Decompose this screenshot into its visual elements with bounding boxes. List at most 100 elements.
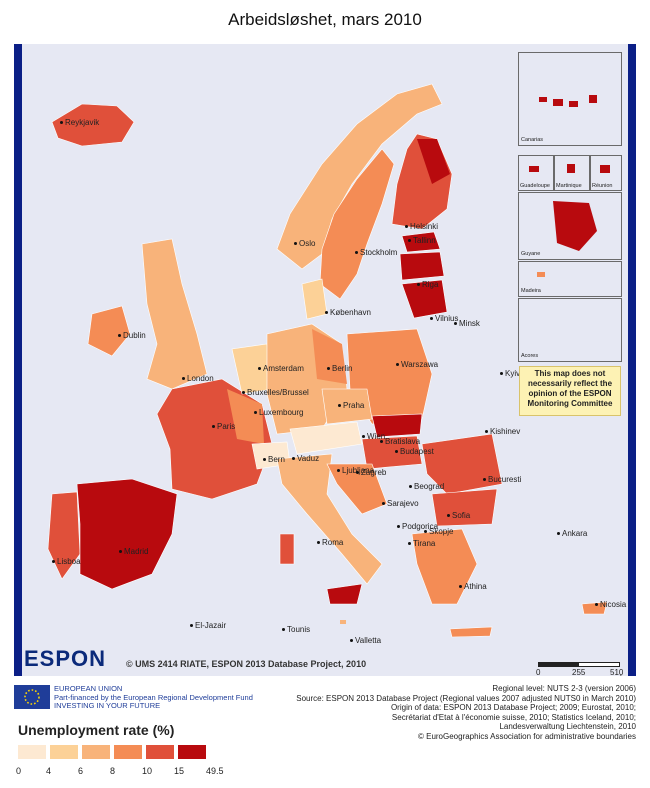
martinique-island bbox=[567, 164, 575, 173]
inset-label-guyane: Guyane bbox=[521, 251, 541, 257]
espon-logo-text: ESPON bbox=[24, 646, 107, 671]
sicily bbox=[326, 583, 363, 605]
map-area[interactable]: Reykjavik Oslo Stockholm Helsinki Tallinn Rig… bbox=[22, 44, 628, 676]
city-label: Budapest bbox=[395, 447, 434, 456]
city-label: Tirana bbox=[408, 539, 435, 548]
legend-break-label: 6 bbox=[78, 766, 84, 776]
legend-break-label: 10 bbox=[142, 766, 153, 776]
scale-label-510: 510 bbox=[610, 668, 624, 676]
ireland bbox=[87, 305, 131, 357]
inset-label-guadeloupe: Guadeloupe bbox=[520, 183, 550, 189]
legend-break-label: 8 bbox=[110, 766, 116, 776]
scale-unit: km bbox=[620, 674, 628, 676]
city-label: Bucuresti bbox=[483, 475, 521, 484]
city-label: Sarajevo bbox=[382, 499, 419, 508]
city-label: Luxembourg bbox=[254, 408, 303, 417]
legend-swatch bbox=[178, 745, 206, 759]
copyright-text: © UMS 2414 RIATE, ESPON 2013 Database Pr… bbox=[126, 659, 367, 669]
inset-label-martinique: Martinique bbox=[556, 183, 582, 189]
city-label: Helsinki bbox=[405, 222, 438, 231]
map-frame: Reykjavik Oslo Stockholm Helsinki Tallinn Rig… bbox=[14, 44, 636, 676]
inset-guyane: Guyane bbox=[518, 192, 622, 260]
city-label: Vaduz bbox=[292, 454, 319, 463]
city-label: Podgorica bbox=[397, 522, 438, 531]
city-label: Berlin bbox=[327, 364, 352, 373]
source-line-4: Secrétariat d'Etat à l'économie suisse, … bbox=[391, 712, 636, 722]
city-label: Kishinev bbox=[485, 427, 520, 436]
malta bbox=[340, 620, 346, 624]
city-label: Zagreb bbox=[356, 468, 386, 477]
city-label: Lisboa bbox=[52, 557, 81, 566]
france-east bbox=[227, 389, 264, 444]
romania bbox=[421, 433, 503, 495]
guadeloupe-island bbox=[529, 166, 539, 172]
italy bbox=[276, 453, 383, 585]
city-label: Ankara bbox=[557, 529, 587, 538]
legend-swatch bbox=[146, 745, 174, 759]
legend-title: Unemployment rate (%) bbox=[18, 722, 175, 738]
city-label: Beograd bbox=[409, 482, 444, 491]
sweden bbox=[319, 148, 395, 300]
source-line-6: © EuroGeographics Association for admini… bbox=[417, 731, 636, 741]
city-label: Bratislava bbox=[380, 437, 420, 446]
inset-reunion: Réunion bbox=[590, 155, 622, 191]
city-label: London bbox=[182, 374, 214, 383]
legend-swatch bbox=[50, 745, 78, 759]
eu-line-3: INVESTING IN YOUR FUTURE bbox=[54, 701, 161, 710]
inset-label-canarias: Canarias bbox=[521, 137, 544, 143]
austria bbox=[289, 421, 363, 455]
eu-text: EUROPEAN UNION Part-financed by the Euro… bbox=[54, 684, 253, 711]
scale-label-255: 255 bbox=[572, 668, 586, 676]
scale-bar: 0 255 510 km bbox=[532, 654, 628, 676]
city-label: Skopje bbox=[424, 527, 453, 536]
legend-break-label: 49.5 bbox=[206, 766, 224, 776]
legend-swatch bbox=[114, 745, 142, 759]
inset-label-reunion: Réunion bbox=[592, 183, 613, 189]
legend-break-label: 4 bbox=[46, 766, 52, 776]
inset-canarias: Canarias bbox=[518, 52, 622, 146]
city-label: Riga bbox=[417, 280, 438, 289]
city-label: Warszawa bbox=[396, 360, 438, 369]
inset-madeira: Madeira bbox=[518, 261, 622, 297]
city-label: Paris bbox=[212, 422, 235, 431]
sardinia bbox=[279, 533, 295, 565]
madeira-islands bbox=[537, 272, 545, 277]
inset-acores: Acores bbox=[518, 298, 622, 362]
great-britain bbox=[141, 238, 208, 390]
source-line-3: Origin of data: ESPON 2013 Database Proj… bbox=[390, 703, 636, 713]
city-label: Oslo bbox=[294, 239, 315, 248]
spain bbox=[76, 478, 178, 590]
inset-label-acores: Acores bbox=[521, 353, 539, 359]
city-label: Dublin bbox=[118, 331, 146, 340]
canarias-islands bbox=[539, 95, 597, 107]
legend-swatch bbox=[18, 745, 46, 759]
city-label: Tallinn bbox=[408, 236, 436, 245]
legend-break-label: 0 bbox=[16, 766, 22, 776]
city-label: Valletta bbox=[350, 636, 381, 645]
city-label: Athina bbox=[459, 582, 487, 591]
city-label: Wien bbox=[362, 432, 385, 441]
inset-guadeloupe: Guadeloupe bbox=[518, 155, 554, 191]
disclaimer-note: This map does not necessarily reflect th… bbox=[519, 366, 621, 416]
city-label: København bbox=[325, 308, 371, 317]
latvia bbox=[399, 251, 445, 281]
map-title: Arbeidsløshet, mars 2010 bbox=[228, 10, 422, 29]
source-line-5: Landesverwaltung Liechtenstein, 2010 bbox=[499, 722, 636, 732]
source-notes: Regional level: NUTS 2-3 (version 2006) … bbox=[256, 684, 636, 742]
city-label: Nicosia bbox=[595, 600, 626, 609]
city-label: El-Jazair bbox=[190, 621, 226, 630]
eu-line-1: EUROPEAN UNION bbox=[54, 684, 123, 693]
finland-north bbox=[417, 139, 450, 184]
city-label: Minsk bbox=[454, 319, 480, 328]
eu-stars bbox=[24, 689, 40, 705]
eu-line-2: Part-financed by the European Regional D… bbox=[54, 692, 253, 702]
scale-label-0: 0 bbox=[536, 668, 541, 676]
city-label: Praha bbox=[338, 401, 364, 410]
eu-logo-block: EUROPEAN UNION Part-financed by the Euro… bbox=[14, 684, 254, 714]
inset-label-madeira: Madeira bbox=[521, 288, 541, 294]
city-label: Amsterdam bbox=[258, 364, 304, 373]
guyane-territory bbox=[553, 201, 597, 251]
crete bbox=[449, 626, 493, 638]
legend-swatch bbox=[82, 745, 110, 759]
reunion-island bbox=[600, 165, 610, 173]
